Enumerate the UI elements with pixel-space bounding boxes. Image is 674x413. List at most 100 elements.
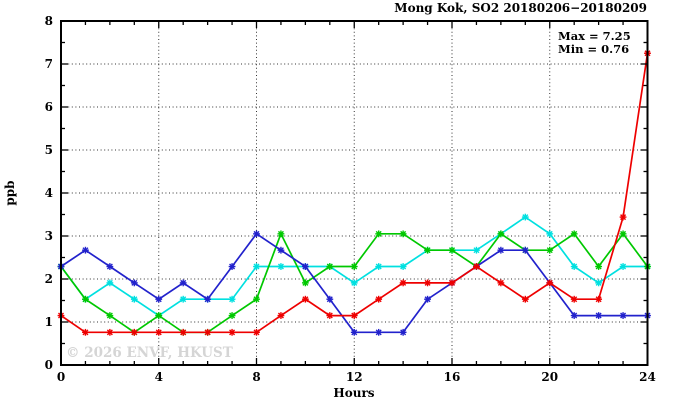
red-series-marker [301, 295, 309, 303]
x-axis-title: Hours [333, 386, 374, 400]
red-series-marker [253, 328, 260, 336]
red-series-marker [204, 328, 212, 336]
green-series-marker [619, 230, 627, 238]
red-series-marker [546, 279, 554, 287]
blue-series-marker [228, 263, 236, 270]
y-tick-label: 6 [45, 100, 53, 114]
green-series-marker [277, 230, 285, 238]
chart-title: Mong Kok, SO2 20180206−20180209 [394, 1, 647, 15]
red-series-marker [595, 295, 603, 303]
y-tick-label: 8 [45, 14, 53, 28]
red-series-marker [155, 328, 163, 336]
green-series-marker [497, 230, 505, 238]
cyan-series-marker [375, 263, 383, 270]
x-tick-label: 16 [444, 370, 461, 384]
y-tick-label: 0 [45, 358, 53, 372]
grid-lines [61, 21, 648, 365]
cyan-series-marker [399, 263, 407, 270]
red-series-marker [106, 328, 114, 336]
y-tick-label: 2 [45, 272, 53, 286]
cyan-series-marker [570, 263, 578, 270]
green-series-marker [82, 295, 89, 303]
cyan-series-marker [350, 279, 358, 287]
red-series-marker [326, 312, 334, 319]
green-series-marker [375, 230, 383, 238]
cyan-series-marker [179, 295, 187, 303]
red-series-marker [82, 328, 89, 336]
axis-ticks [60, 20, 649, 366]
red-series-marker [399, 279, 407, 287]
y-tick-label: 1 [45, 315, 53, 329]
blue-series-marker [595, 312, 603, 319]
blue-series-marker [521, 246, 529, 254]
x-tick-label: 4 [155, 370, 163, 384]
y-tick-label: 3 [45, 229, 53, 243]
x-tick-label: 12 [346, 370, 363, 384]
red-series-marker [473, 263, 480, 270]
green-series-marker [570, 230, 578, 238]
red-series-marker [570, 295, 578, 303]
y-tick-label: 4 [45, 186, 53, 200]
y-tick-label: 5 [45, 143, 53, 157]
blue-series-marker [106, 263, 114, 270]
green-series-marker [301, 279, 309, 287]
cyan-series-marker [277, 263, 285, 270]
x-tick-label: 0 [57, 370, 65, 384]
data-series [57, 49, 651, 336]
green-series-marker [595, 263, 603, 270]
cyan-series-marker [595, 279, 603, 287]
red-series-marker [350, 312, 358, 319]
green-series-marker [399, 230, 407, 238]
red-series-marker [448, 279, 456, 287]
green-series-marker [350, 263, 358, 270]
red-series-marker [497, 279, 505, 287]
cyan-series-marker [106, 279, 114, 287]
cyan-series-marker [130, 295, 138, 303]
red-series-marker [375, 295, 383, 303]
blue-series-marker [253, 230, 260, 238]
blue-series-marker [301, 263, 309, 270]
cyan-series-marker [228, 295, 236, 303]
blue-series-marker [399, 328, 407, 336]
x-tick-label: 8 [252, 370, 260, 384]
blue-series-marker [82, 246, 89, 254]
max-annotation: Max = 7.25 [558, 29, 631, 43]
green-series-marker [253, 295, 260, 303]
min-annotation: Min = 0.76 [558, 42, 629, 56]
green-series-marker [448, 246, 456, 254]
blue-series-marker [497, 246, 505, 254]
plot-border [60, 20, 649, 366]
blue-series-marker [204, 295, 212, 303]
green-series-marker [424, 246, 431, 254]
blue-series-marker [277, 246, 285, 254]
cyan-series-marker [473, 246, 480, 254]
cyan-series-marker [253, 263, 260, 270]
blue-series-marker [130, 279, 138, 287]
y-axis-title: ppb [3, 180, 17, 205]
blue-series-marker [350, 328, 358, 336]
blue-series-marker [179, 279, 187, 287]
x-tick-label: 20 [541, 370, 558, 384]
blue-series-marker [570, 312, 578, 319]
blue-series-marker [424, 295, 431, 303]
cyan-series-marker [619, 263, 627, 270]
y-tick-label: 7 [45, 57, 53, 71]
green-series-marker [326, 263, 334, 270]
x-tick-label: 24 [639, 370, 656, 384]
red-series-marker [130, 328, 138, 336]
blue-series-marker [155, 295, 163, 303]
red-series-marker [277, 312, 285, 319]
green-series-marker [228, 312, 236, 319]
red-series-marker [619, 213, 627, 221]
red-series-marker [179, 328, 187, 336]
blue-series-marker [619, 312, 627, 319]
red-series-marker [228, 328, 236, 336]
cyan-series-marker [546, 230, 554, 238]
green-series-marker [106, 312, 114, 319]
green-series-marker [155, 312, 163, 319]
green-series-marker [546, 246, 554, 254]
watermark: © 2026 ENVF, HKUST [66, 345, 233, 361]
